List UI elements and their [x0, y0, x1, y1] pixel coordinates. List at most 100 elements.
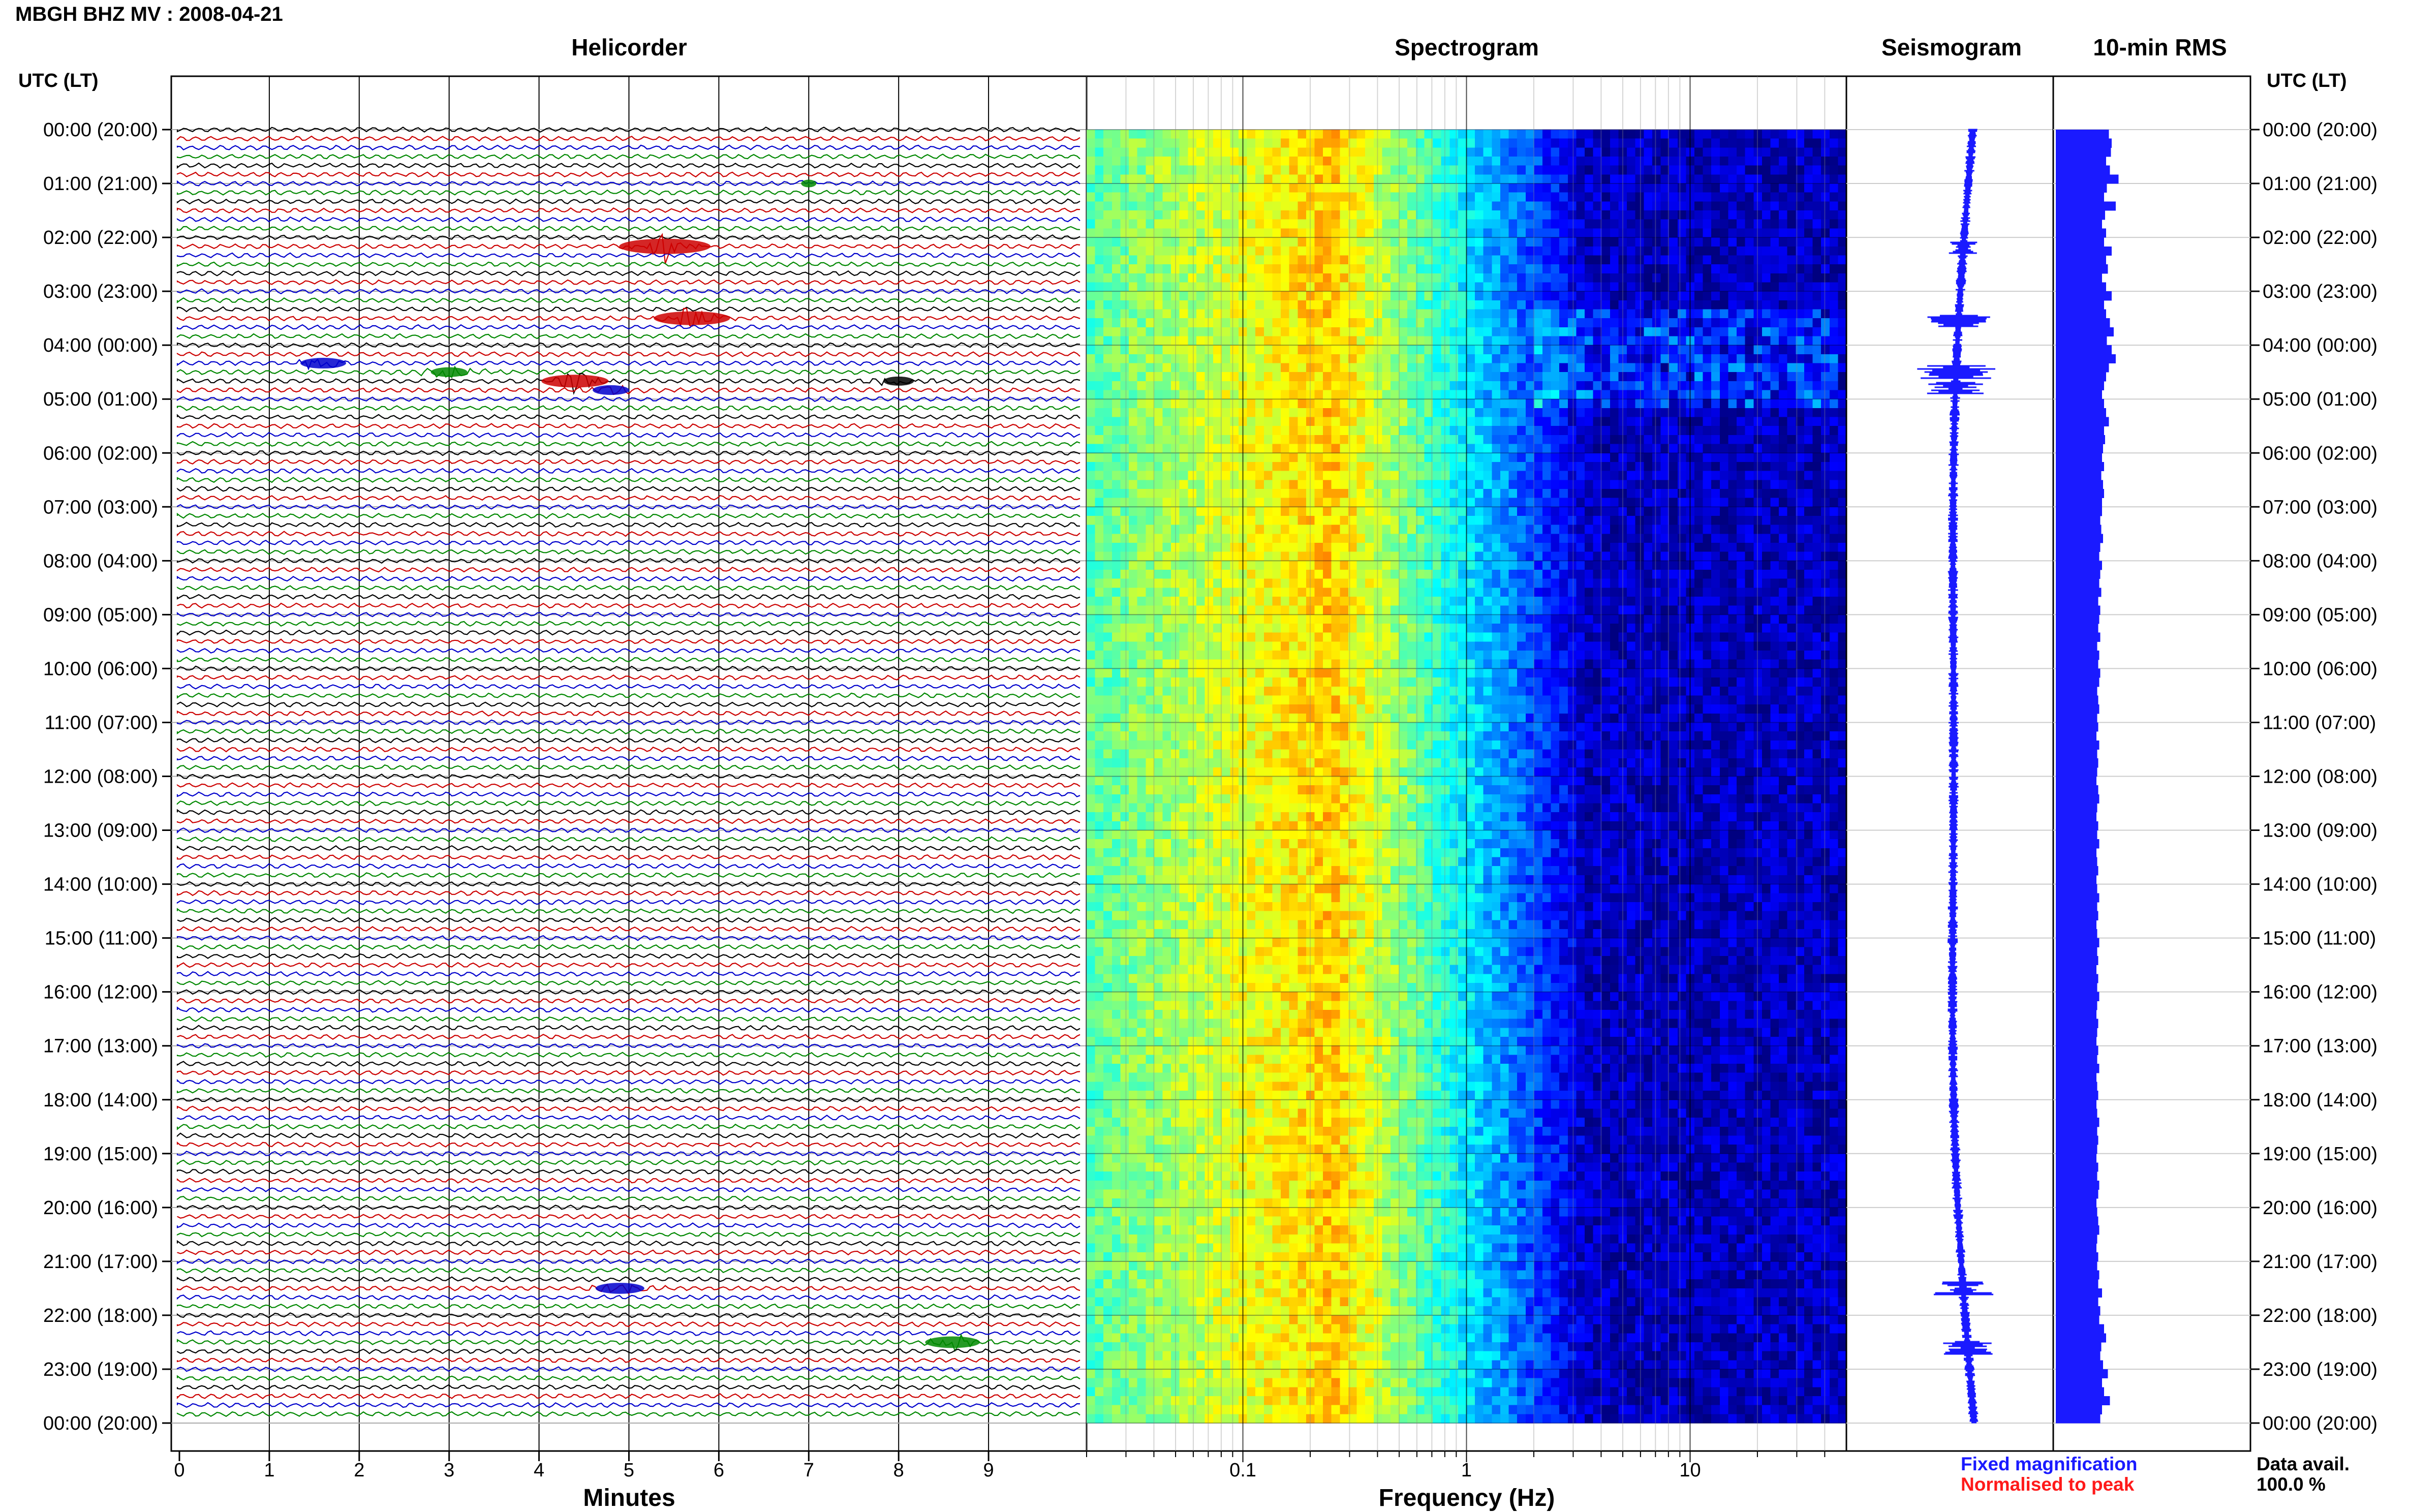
spectrogram-cell — [1771, 579, 1780, 588]
spectrogram-cell — [1247, 381, 1256, 390]
spectrogram-cell — [1247, 579, 1256, 588]
spectrogram-cell — [1340, 435, 1349, 444]
spectrogram-cell — [1753, 435, 1763, 444]
spectrogram-cell — [1205, 220, 1214, 229]
spectrogram-cell — [1838, 471, 1847, 480]
spectrogram-cell — [1492, 498, 1501, 507]
spectrogram-cell — [1399, 139, 1408, 148]
spectrogram-cell — [1458, 210, 1467, 220]
spectrogram-cell — [1737, 480, 1746, 489]
spectrogram-cell — [1771, 139, 1780, 148]
spectrogram-cell — [1771, 237, 1780, 246]
spectrogram-cell — [1180, 345, 1189, 354]
spectrogram-cell — [1095, 264, 1104, 273]
spectrogram-cell — [1644, 471, 1653, 480]
spectrogram-cell — [1407, 525, 1416, 534]
spectrogram-cell — [1467, 157, 1476, 166]
spectrogram-cell — [1433, 390, 1442, 399]
spectrogram-cell — [1559, 435, 1568, 444]
spectrogram-cell — [1298, 588, 1307, 597]
spectrogram-cell — [1449, 462, 1459, 471]
spectrogram-cell — [1382, 534, 1391, 543]
spectrogram-cell — [1813, 426, 1822, 435]
spectrogram-cell — [1374, 399, 1383, 408]
spectrogram-cell — [1129, 193, 1138, 202]
spectrogram-cell — [1129, 157, 1138, 166]
spectrogram-cell — [1838, 336, 1847, 346]
spectrogram-cell — [1129, 220, 1138, 229]
spectrogram-cell — [1264, 228, 1273, 237]
spectrogram-cell — [1365, 471, 1374, 480]
spectrogram-cell — [1779, 174, 1788, 183]
spectrogram-cell — [1247, 363, 1256, 373]
spectrogram-cell — [1340, 552, 1349, 561]
spectrogram-cell — [1180, 193, 1189, 202]
spectrogram-cell — [1365, 372, 1374, 381]
spectrogram-cell — [1568, 381, 1577, 390]
spectrogram-cell — [1601, 462, 1611, 471]
spectrogram-cell — [1534, 201, 1543, 210]
spectrogram-cell — [1458, 345, 1467, 354]
spectrogram-cell — [1281, 363, 1290, 373]
spectrogram-cell — [1771, 453, 1780, 462]
spectrogram-cell — [1137, 273, 1147, 283]
spectrogram-cell — [1095, 237, 1104, 246]
y-tick-label-right: 19:00 (15:00) — [2263, 1144, 2377, 1165]
spectrogram-cell — [1551, 174, 1560, 183]
spectrogram-cell — [1289, 166, 1299, 175]
spectrogram-cell — [1509, 444, 1518, 453]
spectrogram-cell — [1095, 246, 1104, 256]
spectrogram-cell — [1534, 480, 1543, 489]
spectrogram-cell — [1137, 228, 1147, 237]
spectrogram-cell — [1247, 147, 1256, 157]
spectrogram-cell — [1737, 426, 1746, 435]
spectrogram-cell — [1509, 220, 1518, 229]
spectrogram-cell — [1492, 426, 1501, 435]
spectrogram-cell — [1272, 283, 1281, 292]
spectrogram-cell — [1500, 399, 1509, 408]
spectrogram-cell — [1272, 516, 1281, 525]
spectrogram-cell — [1247, 310, 1256, 319]
spectrogram-cell — [1601, 300, 1611, 310]
spectrogram-cell — [1601, 372, 1611, 381]
spectrogram-cell — [1391, 183, 1400, 193]
spectrogram-cell — [1475, 166, 1484, 175]
spectrogram-cell — [1635, 417, 1645, 426]
spectrogram-cell — [1745, 561, 1754, 570]
spectrogram-cell — [1813, 363, 1822, 373]
spectrogram-cell — [1298, 444, 1307, 453]
spectrogram-cell — [1374, 363, 1383, 373]
spectrogram-cell — [1475, 336, 1484, 346]
spectrogram-cell — [1120, 318, 1129, 327]
spectrogram-cell — [1289, 210, 1299, 220]
spectrogram-cell — [1205, 310, 1214, 319]
spectrogram-cell — [1500, 193, 1509, 202]
spectrogram-cell — [1449, 426, 1459, 435]
spectrogram-cell — [1391, 498, 1400, 507]
spectrogram-cell — [1804, 417, 1813, 426]
spectrogram-cell — [1281, 273, 1290, 283]
spectrogram-cell — [1205, 435, 1214, 444]
spectrogram-cell — [1509, 372, 1518, 381]
spectrogram-cell — [1441, 139, 1450, 148]
spectrogram-cell — [1652, 354, 1661, 363]
spectrogram-cell — [1230, 310, 1239, 319]
spectrogram-cell — [1475, 291, 1484, 300]
spectrogram-cell — [1627, 399, 1636, 408]
spectrogram-cell — [1137, 264, 1147, 273]
spectrogram-cell — [1787, 498, 1797, 507]
spectrogram-cell — [1678, 327, 1687, 336]
spectrogram-cell — [1433, 345, 1442, 354]
spectrogram-cell — [1813, 516, 1822, 525]
spectrogram-cell — [1087, 237, 1096, 246]
spectrogram-cell — [1298, 552, 1307, 561]
spectrogram-cell — [1610, 300, 1619, 310]
spectrogram-cell — [1340, 480, 1349, 489]
spectrogram-cell — [1374, 183, 1383, 193]
spectrogram-cell — [1391, 435, 1400, 444]
spectrogram-cell — [1610, 381, 1619, 390]
spectrogram-cell — [1399, 570, 1408, 579]
spectrogram-cell — [1678, 417, 1687, 426]
spectrogram-cell — [1315, 174, 1324, 183]
spectrogram-cell — [1340, 237, 1349, 246]
